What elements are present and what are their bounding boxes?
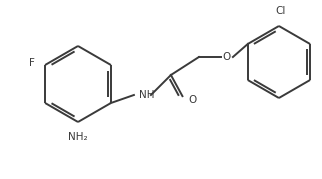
Text: O: O xyxy=(188,95,196,105)
Text: Cl: Cl xyxy=(276,6,286,16)
Text: NH₂: NH₂ xyxy=(68,132,88,142)
Text: O: O xyxy=(223,52,231,62)
Text: F: F xyxy=(29,58,35,68)
Text: NH: NH xyxy=(139,90,155,100)
